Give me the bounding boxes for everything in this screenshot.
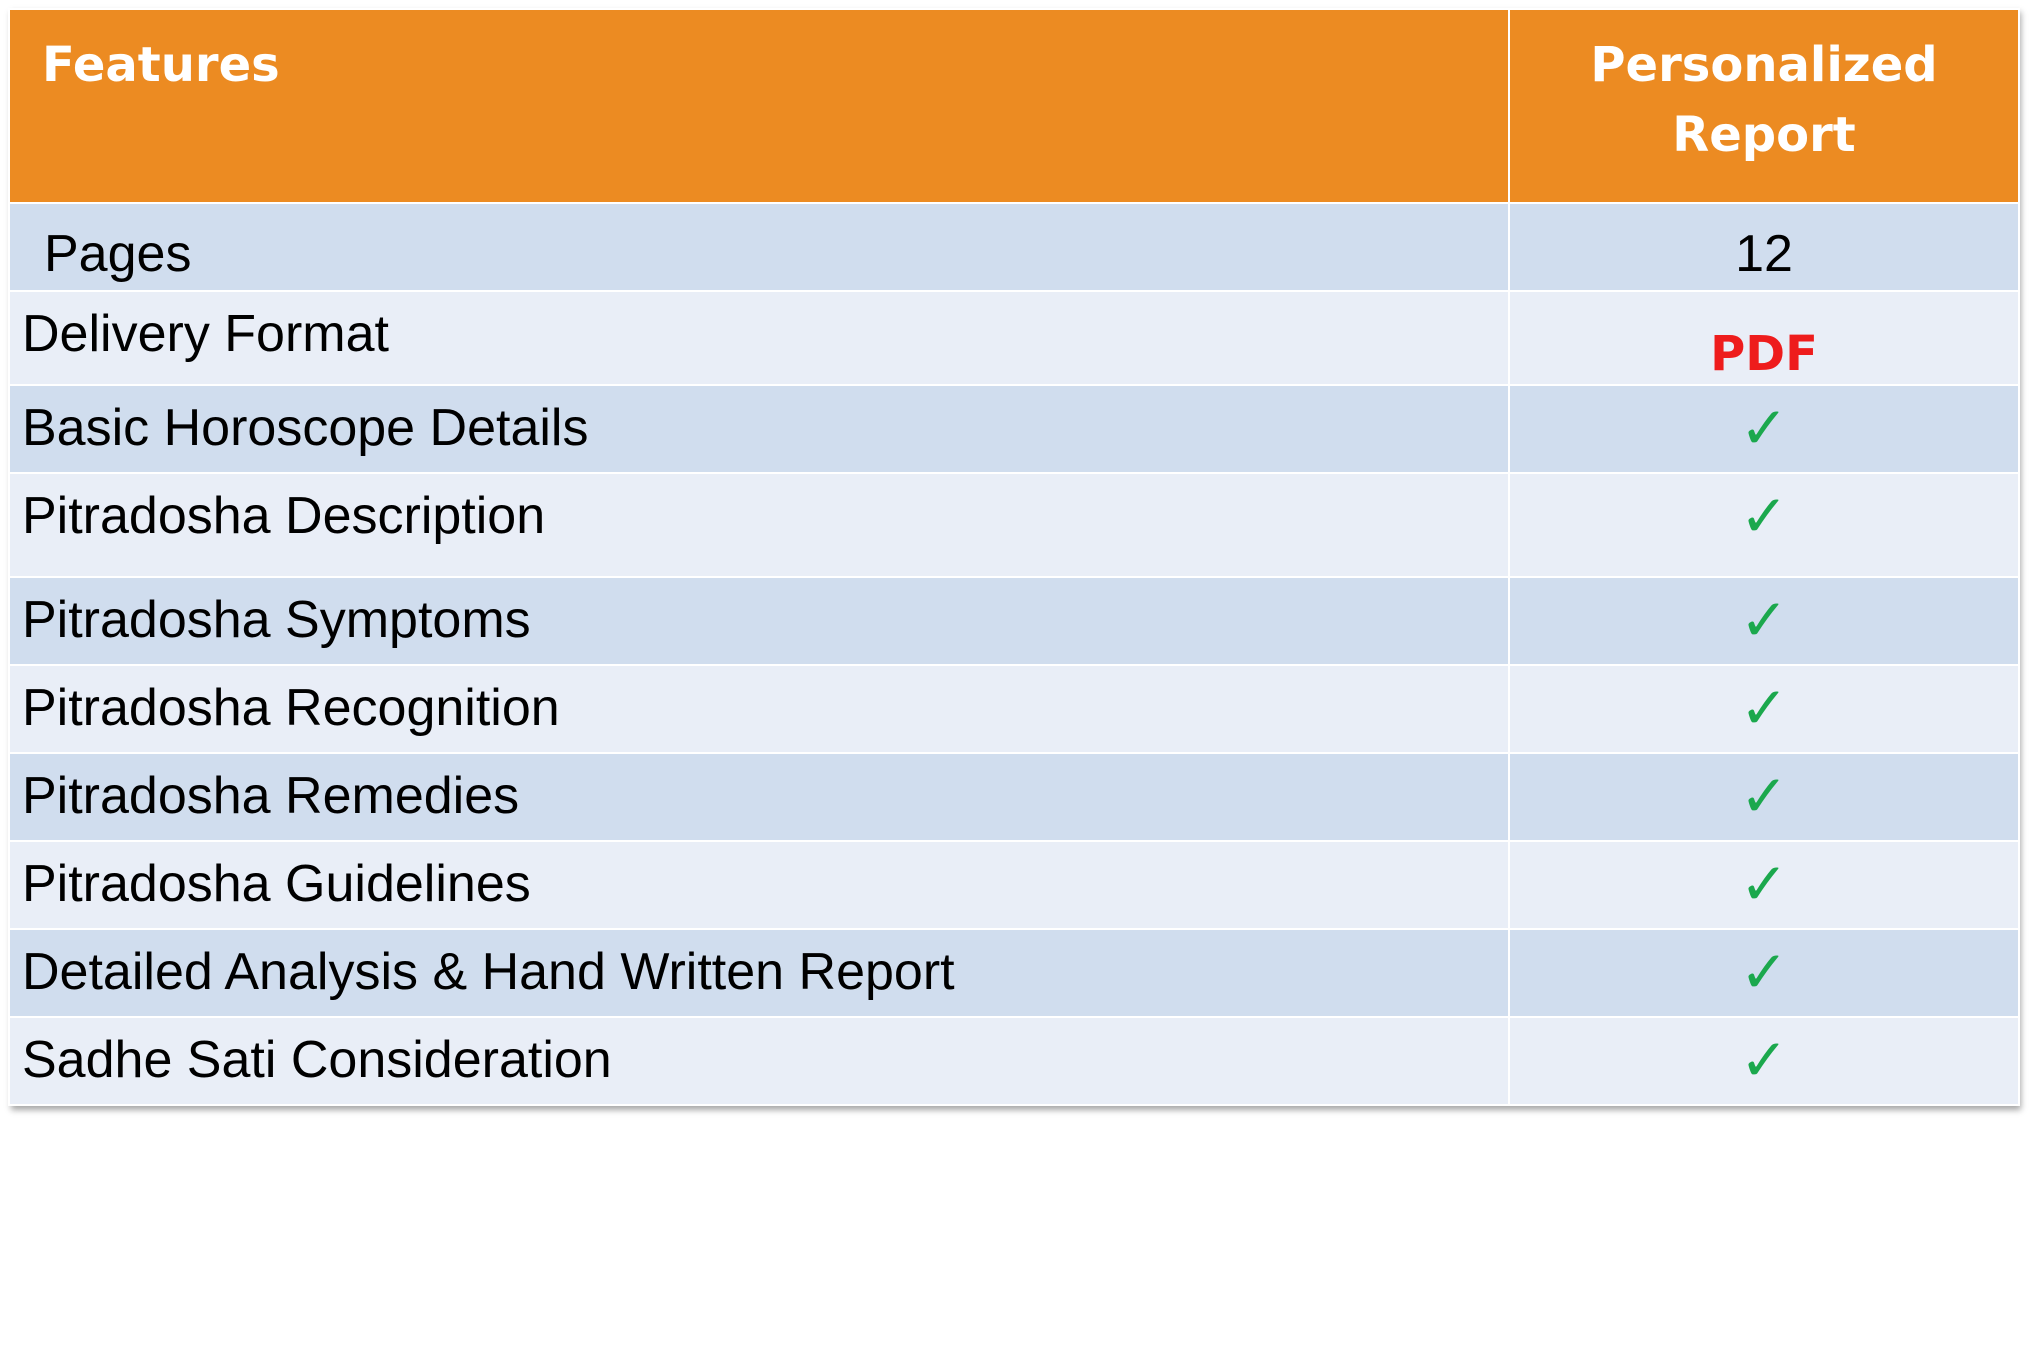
table-row: Sadhe Sati Consideration ✓ <box>8 1016 2020 1106</box>
table-row: Pitradosha Remedies ✓ <box>8 752 2020 842</box>
features-table-container: Features Personalized Report Pages 12 De… <box>8 8 2020 1106</box>
feature-sadhe-sati: Sadhe Sati Consideration <box>8 1016 1510 1106</box>
features-table: Features Personalized Report Pages 12 De… <box>8 8 2020 1106</box>
feature-basic-horoscope: Basic Horoscope Details <box>8 384 1510 474</box>
header-personalized-report: Personalized Report <box>1508 8 2020 204</box>
value-detailed-analysis: ✓ <box>1508 928 2020 1018</box>
feature-pitradosha-recognition: Pitradosha Recognition <box>8 664 1510 754</box>
header-report-line1: Personalized <box>1590 37 1938 93</box>
value-pitradosha-recognition: ✓ <box>1508 664 2020 754</box>
value-pitradosha-guidelines: ✓ <box>1508 840 2020 930</box>
feature-detailed-analysis: Detailed Analysis & Hand Written Report <box>8 928 1510 1018</box>
table-row: Pitradosha Guidelines ✓ <box>8 840 2020 930</box>
table-row: Pitradosha Recognition ✓ <box>8 664 2020 754</box>
header-report-line2: Report <box>1672 107 1856 163</box>
table-header-row: Features Personalized Report <box>8 8 2020 204</box>
table-row: Pitradosha Description ✓ <box>8 472 2020 578</box>
table-row: Pitradosha Symptoms ✓ <box>8 576 2020 666</box>
check-icon: ✓ <box>1739 938 1789 1006</box>
table-row: Basic Horoscope Details ✓ <box>8 384 2020 474</box>
feature-pitradosha-remedies: Pitradosha Remedies <box>8 752 1510 842</box>
check-icon: ✓ <box>1739 674 1789 742</box>
table-row: Delivery Format PDF <box>8 290 2020 386</box>
feature-pages: Pages <box>8 202 1510 292</box>
feature-pitradosha-guidelines: Pitradosha Guidelines <box>8 840 1510 930</box>
feature-delivery-format: Delivery Format <box>8 290 1510 386</box>
value-pitradosha-description: ✓ <box>1508 472 2020 578</box>
feature-pitradosha-symptoms: Pitradosha Symptoms <box>8 576 1510 666</box>
value-pitradosha-remedies: ✓ <box>1508 752 2020 842</box>
value-basic-horoscope: ✓ <box>1508 384 2020 474</box>
check-icon: ✓ <box>1739 850 1789 918</box>
check-icon: ✓ <box>1739 394 1789 462</box>
check-icon: ✓ <box>1739 586 1789 654</box>
value-pitradosha-symptoms: ✓ <box>1508 576 2020 666</box>
check-icon: ✓ <box>1739 482 1789 550</box>
feature-pitradosha-description: Pitradosha Description <box>8 472 1510 578</box>
header-features: Features <box>8 8 1510 204</box>
value-pages: 12 <box>1508 202 2020 292</box>
pdf-format-label: PDF <box>1710 326 1818 382</box>
table-row: Pages 12 <box>8 202 2020 292</box>
check-icon: ✓ <box>1739 762 1789 830</box>
check-icon: ✓ <box>1739 1026 1789 1094</box>
value-sadhe-sati: ✓ <box>1508 1016 2020 1106</box>
table-row: Detailed Analysis & Hand Written Report … <box>8 928 2020 1018</box>
value-delivery-format: PDF <box>1508 290 2020 386</box>
